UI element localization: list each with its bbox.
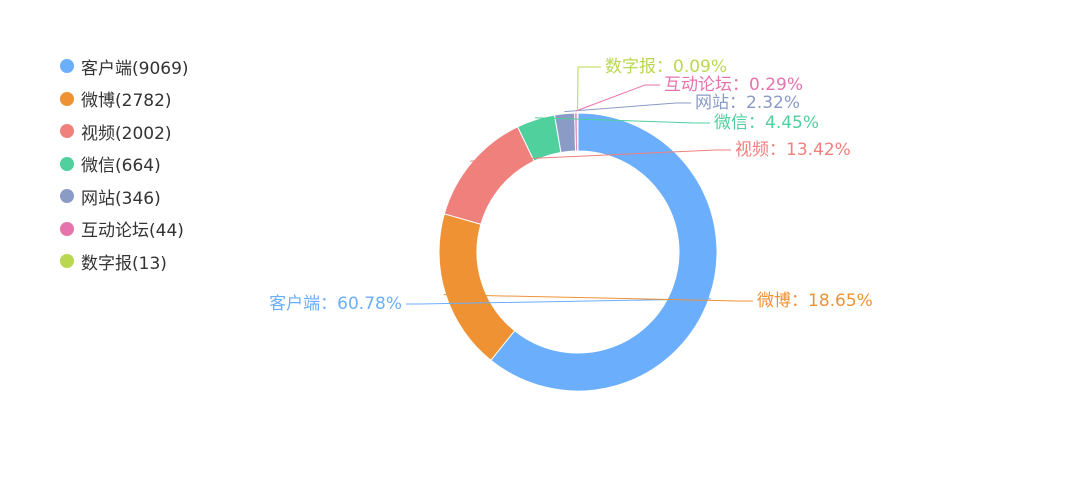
legend-label-wechat: 微信(664) [81, 156, 161, 176]
slice-label-wechat: 微信：4.45% [714, 113, 819, 133]
legend-item-wechat[interactable]: 微信(664) [60, 151, 189, 177]
label-line-website [564, 102, 691, 113]
slice-weibo[interactable] [438, 213, 516, 361]
slice-video[interactable] [443, 126, 535, 225]
legend-item-digital-paper[interactable]: 数字报(13) [60, 248, 189, 274]
label-line-weibo [443, 294, 753, 302]
label-line-wechat [535, 117, 710, 124]
slice-label-forum: 互动论坛：0.29% [664, 75, 803, 95]
label-line-digital-paper [577, 66, 601, 112]
legend-item-video[interactable]: 视频(2002) [60, 118, 189, 144]
legend: 客户端(9069) 微博(2782) 视频(2002) 微信(664) 网站(3… [60, 53, 189, 281]
legend-label-weibo: 微博(2782) [81, 91, 172, 111]
legend-swatch-digital-paper [60, 254, 74, 268]
slice-label-digital-paper: 数字报：0.09% [605, 57, 727, 77]
legend-label-client: 客户端(9069) [81, 58, 189, 79]
slice-label-video: 视频：13.42% [735, 140, 851, 160]
legend-swatch-wechat [60, 156, 74, 171]
legend-label-video: 视频(2002) [81, 123, 172, 144]
label-line-video [470, 149, 731, 162]
legend-swatch-weibo [60, 91, 74, 106]
label-line-client [406, 298, 711, 305]
slice-label-client: 客户端：60.78% [269, 294, 402, 314]
legend-swatch-website [60, 189, 74, 203]
legend-item-forum[interactable]: 互动论坛(44) [60, 216, 189, 242]
legend-label-digital-paper: 数字报(13) [81, 253, 167, 274]
slice-label-weibo: 微博：18.65% [757, 291, 873, 311]
slice-label-website: 网站：2.32% [695, 93, 800, 113]
legend-item-website[interactable]: 网站(346) [60, 183, 189, 209]
label-line-forum [575, 84, 660, 112]
legend-item-client[interactable]: 客户端(9069) [60, 53, 189, 79]
legend-label-forum: 互动论坛(44) [81, 221, 184, 241]
legend-swatch-forum [60, 221, 74, 236]
legend-swatch-video [60, 124, 74, 138]
legend-swatch-client [60, 59, 74, 73]
legend-item-weibo[interactable]: 微博(2782) [60, 86, 189, 112]
legend-label-website: 网站(346) [81, 188, 161, 209]
slice-digital-paper[interactable] [576, 112, 579, 152]
slice-client[interactable] [490, 112, 718, 392]
